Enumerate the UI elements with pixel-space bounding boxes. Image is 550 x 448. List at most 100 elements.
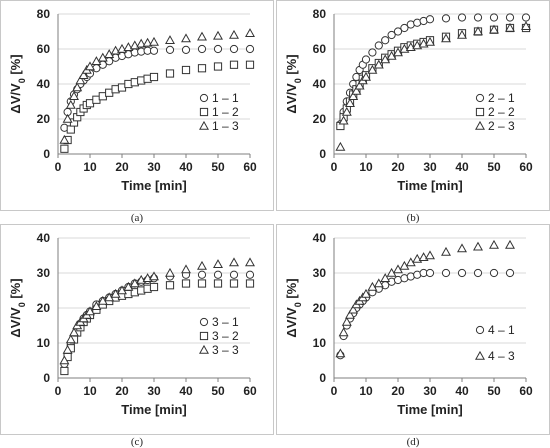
data-point [521,21,531,31]
data-point [213,62,223,71]
legend-entry: 2 – 3 [475,119,515,133]
chart-svg-b: 0 20 40 60 80 0 10 20 30 40 50 60 Time [min] ΔV/V0 [%… [276,0,550,224]
x-tick-label: 20 [115,160,129,174]
data-point [373,59,384,69]
chart-panel-c: 0 10 20 30 40 0 10 20 30 40 50 60 Time [min] ΔV/V0 [%… [0,224,274,448]
series-triangle [335,21,531,151]
data-point [197,64,207,73]
x-tick-label: 20 [391,384,405,398]
y-tick-label: 40 [313,231,327,245]
series-triangle [59,257,255,365]
y-tick-label: 10 [313,336,327,350]
x-tick-label: 60 [519,384,533,398]
x-tick-label: 40 [455,160,469,174]
data-point [62,113,73,123]
data-point [425,268,435,278]
data-point [69,91,79,101]
legend-marker [475,93,485,103]
data-point [373,278,384,288]
data-point [165,35,175,45]
data-point [229,44,239,54]
data-point [505,13,515,22]
data-point [245,257,255,267]
y-tick-label: 0 [319,371,326,385]
x-tick-label: 60 [243,384,257,398]
data-point [213,270,223,279]
data-point [181,279,191,288]
y-tick-label: 40 [37,77,51,91]
data-point [441,246,451,256]
x-tick-label: 50 [487,160,501,174]
y-tick-label: 60 [37,42,51,56]
panel-caption: (c) [131,436,144,448]
data-point [181,264,191,274]
series-square [60,60,255,153]
data-point [245,60,255,69]
x-tick-label: 50 [487,384,501,398]
legend-label: 1 – 1 [212,91,239,105]
panel-frame [0,0,274,211]
y-tick-label: 10 [37,336,51,350]
data-point [245,44,255,54]
x-tick-label: 30 [423,384,437,398]
y-tick-label: 0 [43,147,50,161]
legend-label: 3 – 2 [212,329,239,343]
series-triangle [59,28,255,144]
legend-marker [475,350,485,360]
data-point [457,13,467,22]
data-point [149,271,159,281]
x-tick-label: 50 [211,160,225,174]
x-tick-label: 20 [115,384,129,398]
series-triangle [335,239,515,358]
data-point [213,259,223,269]
chart-panel-d: 0 10 20 30 40 0 10 20 30 40 50 60 Time [min] ΔV/V0 [%… [276,224,550,448]
data-point [361,288,371,298]
y-axis-label: ΔV/V0 [%] [8,54,27,113]
data-point [345,309,355,319]
data-point [197,270,207,279]
data-point [85,306,95,316]
data-point [60,144,69,153]
legend-marker [475,325,485,335]
data-point [338,327,349,337]
data-point [229,29,239,39]
y-tick-label: 40 [37,231,51,245]
data-point [354,80,365,90]
x-tick-label: 0 [55,384,62,398]
legend-label: 3 – 1 [212,315,239,329]
data-point [213,30,223,40]
panel-caption: (d) [407,436,420,448]
data-point [338,115,349,125]
data-point [78,70,89,80]
legend-marker [475,107,485,117]
data-point [149,46,159,55]
data-point [149,282,159,292]
legend-marker [475,120,485,130]
data-point [393,27,403,36]
data-point [351,85,362,95]
data-point [229,270,239,279]
legend-marker [199,331,209,341]
data-point [367,64,378,74]
data-point [505,22,515,32]
legend-entry: 4 – 3 [475,349,515,363]
y-tick-label: 0 [43,371,50,385]
data-point [60,366,69,376]
data-point [361,55,371,64]
y-tick-label: 0 [319,147,326,161]
legend-label: 2 – 1 [488,91,515,105]
y-axis-label: ΔV/V0 [%] [284,278,303,337]
data-point [473,268,483,278]
y-tick-label: 30 [313,266,327,280]
legend-entry: 1 – 3 [199,119,239,133]
data-point [335,141,346,151]
x-tick-label: 10 [359,384,373,398]
panel-frame [0,224,274,435]
data-point [368,48,377,57]
x-tick-label: 20 [391,160,405,174]
data-point [197,279,207,288]
data-point [505,268,515,278]
y-axis-label: ΔV/V0 [%] [8,278,27,337]
legend-label: 1 – 2 [212,105,239,119]
data-point [473,26,483,36]
